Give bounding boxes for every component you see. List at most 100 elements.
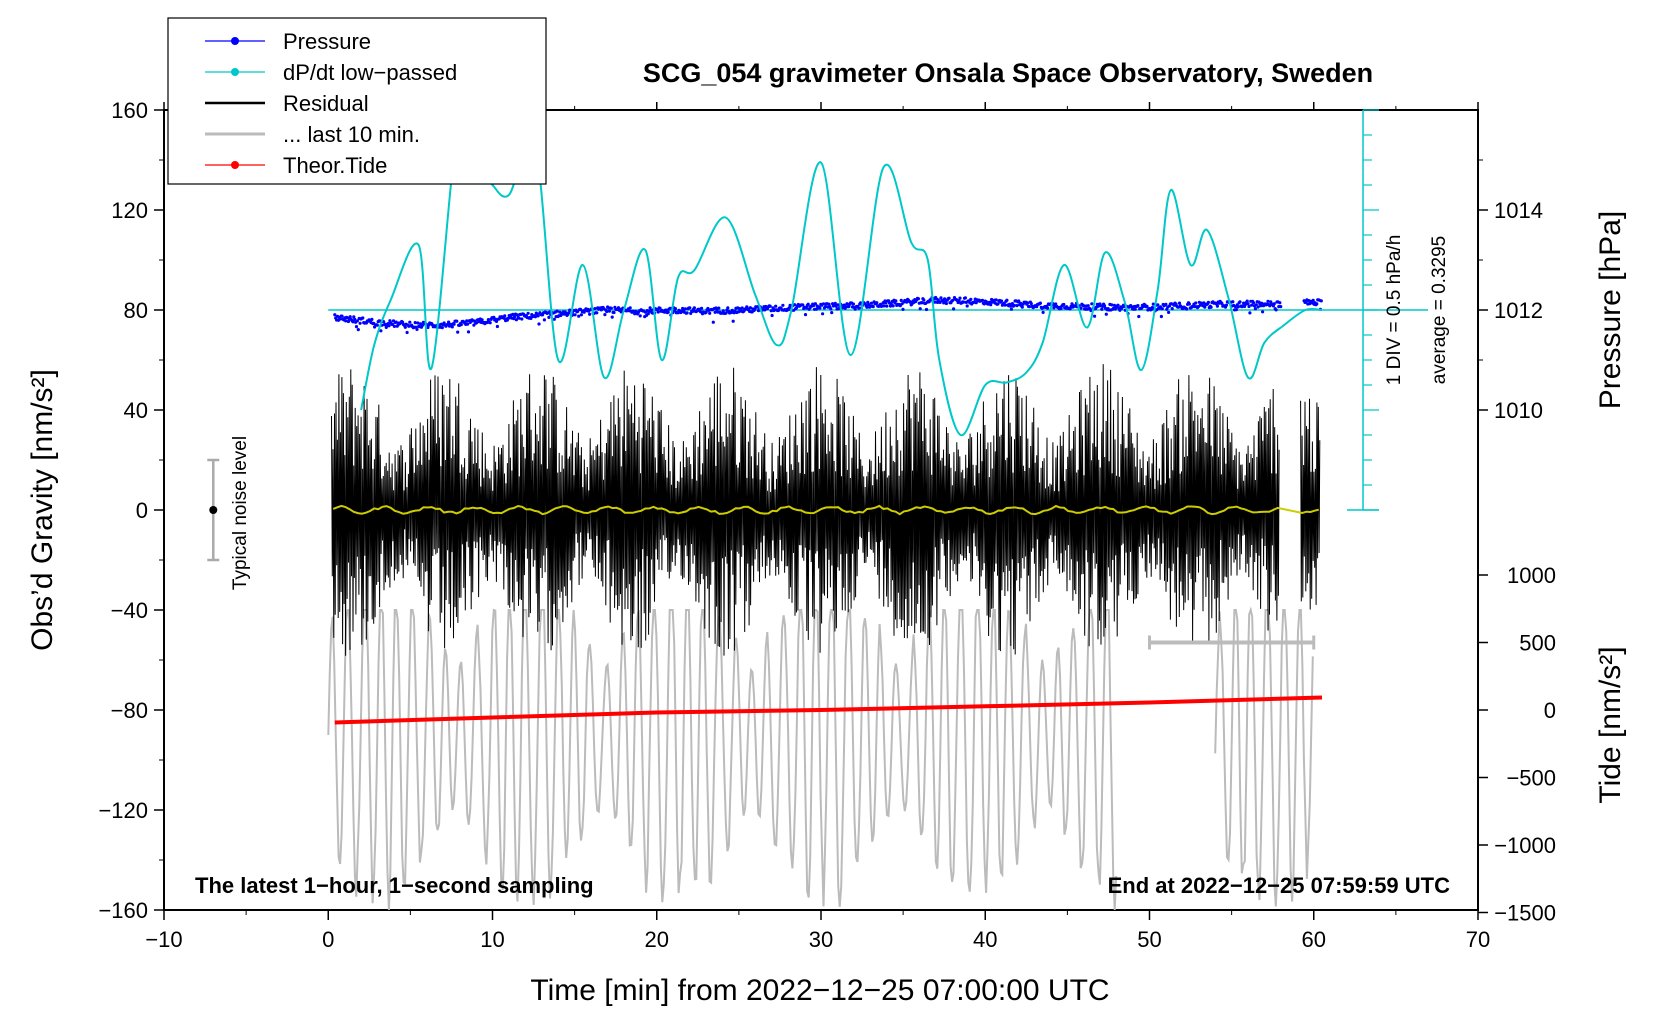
pressure-point xyxy=(503,314,507,318)
pressure-point xyxy=(1104,312,1108,316)
pressure-point xyxy=(685,311,689,315)
pressure-point xyxy=(1156,303,1160,307)
pressure-point xyxy=(1102,304,1107,308)
pressure-point xyxy=(1015,304,1019,308)
y-tick-label: −160 xyxy=(98,898,148,923)
y-tick-label: 0 xyxy=(136,498,148,523)
pressure-point xyxy=(704,310,708,314)
pressure-point xyxy=(488,321,492,325)
pressure-point xyxy=(1272,302,1276,306)
pressure-point xyxy=(821,312,825,316)
chart-title: SCG_054 gravimeter Onsala Space Observat… xyxy=(643,58,1373,88)
pressure-point xyxy=(717,306,721,310)
pressure-point xyxy=(1250,303,1254,307)
pressure-point xyxy=(542,318,547,322)
pressure-point xyxy=(1136,304,1140,308)
pressure-point xyxy=(833,301,837,305)
dpdt-scale-bar xyxy=(1347,109,1380,511)
y-axis-label-main: Obs’d Gravity [nm/s²] xyxy=(26,369,59,651)
pressure-point xyxy=(869,301,874,305)
pressure-point xyxy=(853,307,857,311)
pressure-point xyxy=(1274,308,1278,312)
pressure-point xyxy=(688,306,692,310)
pressure-point xyxy=(666,310,670,314)
pressure-point xyxy=(1093,314,1097,318)
residual-smoothed-line xyxy=(332,504,1319,516)
pressure-point xyxy=(673,307,678,311)
pressure-point xyxy=(1248,311,1252,315)
last-10-min-line xyxy=(327,608,1118,911)
pressure-point xyxy=(1046,306,1050,310)
pressure-point xyxy=(607,309,612,313)
pressure-point xyxy=(851,302,856,306)
pressure-point xyxy=(579,313,584,317)
pressure-point xyxy=(875,301,879,305)
y-axis-label-pressure: Pressure [hPa] xyxy=(1594,211,1627,409)
pressure-point xyxy=(1279,305,1283,309)
pressure-point xyxy=(885,304,889,308)
pressure-point xyxy=(495,324,499,329)
pressure-point xyxy=(1234,308,1238,312)
pressure-point xyxy=(952,307,956,311)
pressure-point xyxy=(813,302,818,306)
pressure-point xyxy=(480,318,484,322)
pressure-point xyxy=(996,302,1000,306)
pressure-point xyxy=(628,306,632,310)
pressure-point xyxy=(603,313,607,317)
pressure-point xyxy=(806,302,810,306)
pressure-point xyxy=(610,315,614,319)
pressure-point xyxy=(920,301,924,305)
pressure-point xyxy=(455,319,459,323)
pressure-point xyxy=(1311,298,1315,302)
pressure-point xyxy=(517,316,521,320)
residual-line xyxy=(331,364,1280,656)
pressure-point xyxy=(465,319,469,323)
pressure-point xyxy=(513,315,517,319)
pressure-point xyxy=(502,316,506,320)
pressure-point xyxy=(730,308,734,312)
pressure-point xyxy=(801,303,805,307)
pressure-point xyxy=(351,320,355,324)
pressure-point xyxy=(555,309,559,313)
x-tick-label: 0 xyxy=(322,927,334,952)
pressure-point xyxy=(980,298,985,302)
pressure-point xyxy=(939,296,943,300)
noise-level-point xyxy=(209,506,218,514)
pressure-point xyxy=(547,315,551,319)
pressure-point xyxy=(1231,300,1235,304)
y-tick-label: 80 xyxy=(124,298,148,323)
pressure-point xyxy=(588,312,592,316)
pressure-point xyxy=(989,303,993,307)
pressure-point xyxy=(515,313,519,317)
pressure-point xyxy=(552,317,556,321)
y-tick-label: 120 xyxy=(111,198,148,223)
series-layer xyxy=(207,119,1428,911)
pressure-point xyxy=(609,306,613,310)
pressure-point xyxy=(818,306,822,310)
pressure-point xyxy=(1029,302,1033,306)
pressure-point xyxy=(415,327,419,331)
pressure-point xyxy=(355,319,359,323)
pressure-point xyxy=(577,314,581,318)
tide-tick-label: −1500 xyxy=(1494,901,1556,926)
legend-marker xyxy=(231,68,239,76)
x-tick-label: 40 xyxy=(973,927,997,952)
pressure-point xyxy=(865,305,869,309)
pressure-point xyxy=(1185,307,1189,311)
pressure-point xyxy=(768,304,772,308)
pressure-point xyxy=(990,297,994,302)
pressure-point xyxy=(558,310,562,314)
pressure-point xyxy=(1206,300,1210,304)
pressure-point xyxy=(748,306,753,310)
pressure-point xyxy=(348,315,352,319)
pressure-point xyxy=(573,313,577,317)
pressure-point xyxy=(958,296,962,300)
pressure-point xyxy=(440,326,444,330)
pressure-point xyxy=(756,309,761,313)
y-tick-label: 160 xyxy=(111,98,148,123)
pressure-point xyxy=(526,311,530,315)
pressure-point xyxy=(894,299,898,303)
pressure-point xyxy=(1315,302,1319,306)
y-tick-label: 40 xyxy=(124,398,148,423)
